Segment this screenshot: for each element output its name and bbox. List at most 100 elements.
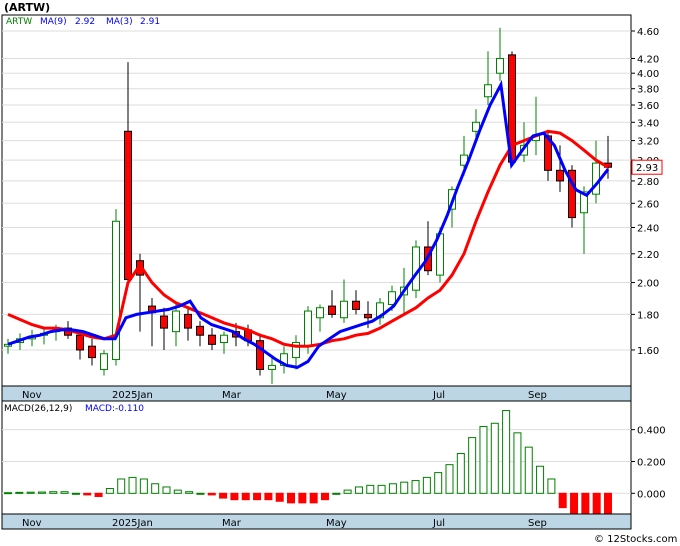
x-axis-label: Jul [432,390,445,401]
x-axis-label: 2025Jan [112,518,153,529]
candle-down [76,334,84,351]
last-price-label: 2.93 [636,163,658,174]
price-y-tick-label: 4.20 [637,54,659,65]
price-y-tick-label: 1.80 [637,310,659,321]
macd-bar-positive [173,489,182,494]
macd-bar-positive [151,483,160,494]
macd-bar-positive [479,425,488,494]
candle-up [496,57,504,74]
macd-bar-negative [298,492,307,504]
macd-y-tick-label: 0.200 [637,457,666,468]
macd-legend-params: MACD(26,12,9) [4,404,72,414]
macd-legend: MACD(26,12,9) MACD:-0.110 [4,404,144,414]
x-axis-label: Mar [222,390,242,401]
macd-bar-positive [400,481,409,494]
macd-bar-positive [343,489,352,494]
macd-bar-positive [377,484,386,494]
macd-bar-negative [230,492,239,501]
x-axis-label: May [326,390,347,401]
macd-bar-positive [332,492,341,495]
macd-bar-positive [366,484,375,494]
x-axis-label: Sep [528,518,547,529]
candle-down [88,345,96,359]
macd-bar-positive [524,446,533,494]
macd-bar-negative [558,492,567,509]
macd-bar-positive [513,432,522,494]
candle-up [268,364,276,370]
candle-down [160,315,168,329]
candle-down [184,313,192,329]
candle-down [196,325,204,336]
candle-down [208,334,216,345]
candle-up [4,343,12,347]
macd-bar-positive [139,478,148,494]
macd-y-tick-label: 0.400 [637,426,666,437]
macd-y-axis: 0.400 0.200 0.000 [631,426,666,500]
macd-bar-positive [105,488,114,494]
candle-up [580,191,588,214]
macd-bar-positive [434,472,443,494]
macd-bar-positive [490,422,499,494]
legend-symbol: ARTW [6,17,32,27]
price-panel: 4.604.204.003.803.603.403.203.002.802.60… [1,14,663,387]
macd-y-tick-label: 0.000 [637,489,666,500]
candle-up [340,300,348,319]
candle-down [568,169,576,219]
candle-down [364,313,372,319]
price-y-tick-label: 4.60 [637,27,659,38]
macd-bar-positive [388,483,397,494]
price-y-axis: 4.604.204.003.803.603.403.203.002.802.60… [631,27,659,357]
macd-bar-positive [15,491,24,494]
macd-bar-positive [456,453,465,494]
x-axis-label: Mar [222,518,242,529]
macd-bar-positive [547,478,556,494]
macd-bar-positive [354,486,363,494]
x-axis-label: Nov [22,390,42,401]
candle-down [124,130,132,281]
price-y-tick-label: 3.60 [637,101,659,112]
legend-ma9-label: MA(9) [40,17,67,27]
price-y-tick-label: 3.80 [637,85,659,96]
macd-bar-positive [536,465,545,494]
macd-bar-positive [162,486,171,494]
macd-bar-negative [83,492,92,496]
chart-title: (ARTW) [4,1,50,14]
candle-up [100,353,108,370]
macd-bar-negative [219,492,228,499]
candle-up [472,121,480,132]
macd-bar-positive [37,491,46,494]
macd-bar-positive [196,492,205,495]
candle-up [220,334,228,343]
macd-bar-negative [207,492,216,496]
macd-x-axis-band [1,513,632,530]
candle-up [484,84,492,98]
price-x-axis: Nov 2025Jan Mar May Jul Sep [1,385,632,402]
macd-bar-negative [253,492,262,501]
x-axis-label: May [326,518,347,529]
macd-bar-positive [4,492,12,495]
last-price-badge: 2.93 [631,159,663,175]
macd-bar-positive [502,410,511,494]
macd-bar-positive [49,491,58,494]
macd-bar-positive [185,491,194,494]
macd-bar-negative [275,492,284,502]
macd-bar-negative [570,492,579,515]
candle-down [328,305,336,315]
macd-bar-negative [287,492,296,504]
price-y-tick-label: 2.20 [637,250,659,261]
x-axis-label: Sep [528,390,547,401]
candle-down [352,300,360,310]
price-y-tick-label: 2.80 [637,177,659,188]
macd-bar-negative [94,492,103,497]
macd-bar-positive [445,464,454,494]
candle-up [316,307,324,319]
macd-bar-negative [264,492,273,501]
watermark: © 12Stocks.com [594,534,677,545]
candle-up [304,310,312,347]
candle-up [292,341,300,359]
macd-bar-negative [581,492,590,517]
price-y-tick-label: 3.40 [637,118,659,129]
macd-bar-positive [117,478,126,494]
macd-bar-negative [320,492,329,501]
